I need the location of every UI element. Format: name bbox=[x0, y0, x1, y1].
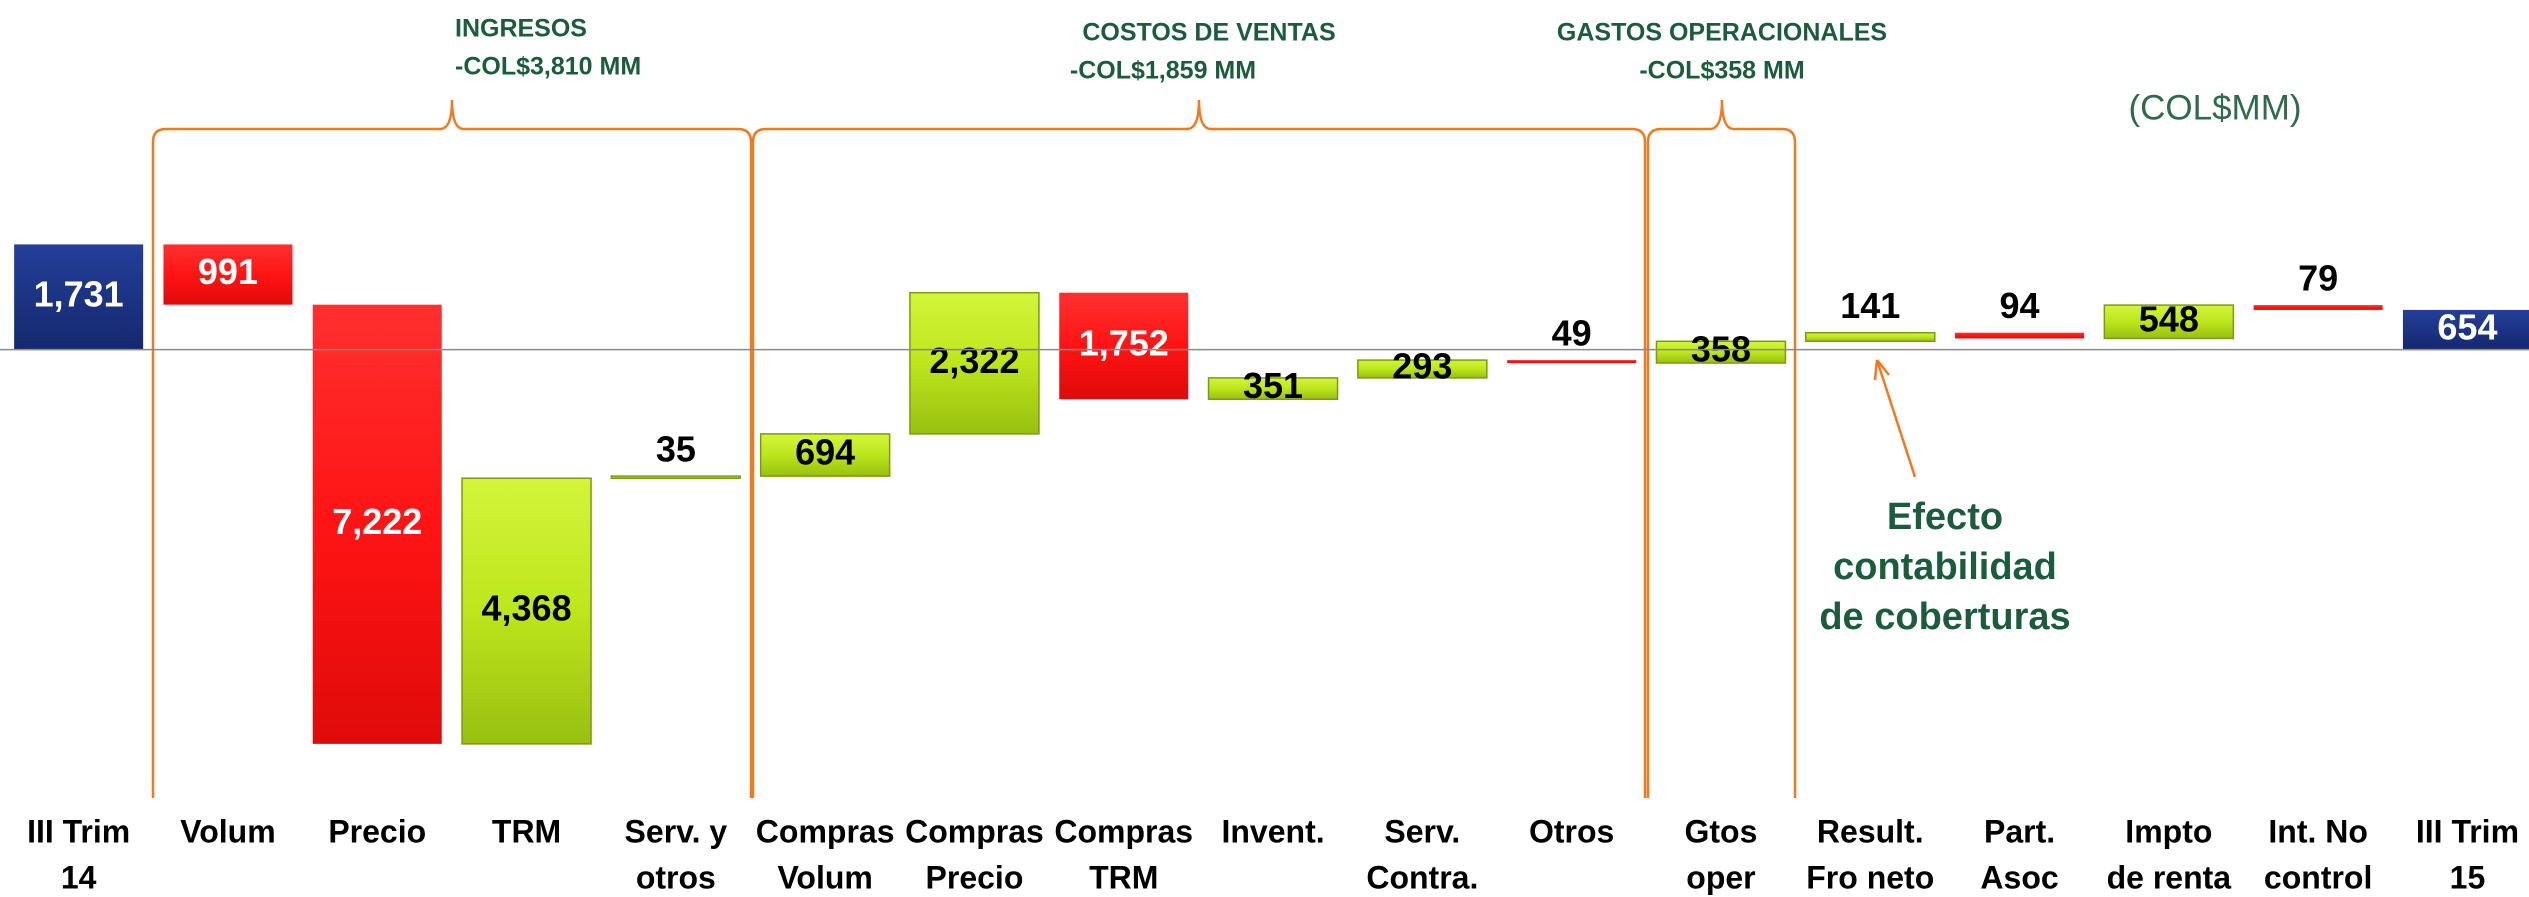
value-label: 7,222 bbox=[332, 501, 422, 542]
value-label: 2,322 bbox=[929, 340, 1019, 381]
value-label: 694 bbox=[795, 432, 855, 473]
bar bbox=[1059, 292, 1189, 400]
x-tick-label: Volum bbox=[180, 813, 275, 849]
x-tick-label: Impto bbox=[2125, 813, 2212, 849]
x-tick-label: Compras bbox=[756, 813, 895, 849]
value-label: 548 bbox=[2139, 298, 2199, 339]
x-tick-label: oper bbox=[1686, 859, 1755, 895]
x-tick-label: III Trim bbox=[27, 813, 130, 849]
x-tick-label: Part. bbox=[1984, 813, 2055, 849]
bar bbox=[461, 477, 592, 745]
bar bbox=[610, 475, 742, 479]
bar bbox=[312, 304, 442, 744]
bar bbox=[2253, 305, 2383, 310]
value-label: 1,731 bbox=[34, 274, 124, 315]
x-tick-label: Compras bbox=[1054, 813, 1193, 849]
bar bbox=[1207, 377, 1339, 400]
x-tick-label: Otros bbox=[1529, 813, 1614, 849]
group-total: -COL$358 MM bbox=[1639, 57, 1804, 85]
x-tick-label: Serv. bbox=[1384, 813, 1460, 849]
x-tick-label: III Trim bbox=[2416, 813, 2519, 849]
bar bbox=[1805, 331, 1936, 343]
x-tick-label: otros bbox=[636, 859, 716, 895]
x-tick-label: Serv. y bbox=[625, 813, 728, 849]
value-label: 141 bbox=[1840, 285, 1900, 326]
value-label: 49 bbox=[1552, 313, 1592, 354]
bar bbox=[909, 291, 1040, 435]
x-tick-label: TRM bbox=[492, 813, 561, 849]
annotation: contabilidad bbox=[1833, 546, 2057, 588]
bar bbox=[1507, 360, 1637, 364]
x-tick-label: Result. bbox=[1817, 813, 1924, 849]
bar bbox=[1357, 359, 1488, 379]
x-tick-label: Asoc bbox=[1980, 859, 2058, 895]
x-tick-label: Int. No bbox=[2268, 813, 2368, 849]
group-total: -COL$1,859 MM bbox=[1070, 57, 1256, 85]
x-tick-label: Invent. bbox=[1221, 813, 1324, 849]
value-label: 351 bbox=[1243, 365, 1303, 406]
group-title: GASTOS OPERACIONALES bbox=[1557, 19, 1887, 47]
x-tick-label: Gtos bbox=[1685, 813, 1758, 849]
group-total: -COL$3,810 MM bbox=[455, 53, 641, 81]
x-tick-label: Volum bbox=[777, 859, 872, 895]
annotation: Efecto bbox=[1887, 496, 2003, 538]
value-label: 94 bbox=[2000, 285, 2040, 326]
x-tick-label: control bbox=[2264, 859, 2372, 895]
bar bbox=[14, 244, 144, 350]
x-tick-label: 15 bbox=[2450, 859, 2486, 895]
arrow-head bbox=[1873, 359, 1890, 381]
group-title: INGRESOS bbox=[455, 15, 587, 43]
value-label: 4,368 bbox=[482, 588, 572, 629]
x-tick-label: Compras bbox=[905, 813, 1044, 849]
x-tick-label: Precio bbox=[328, 813, 426, 849]
bar bbox=[2103, 304, 2235, 340]
x-tick-label: Fro neto bbox=[1806, 859, 1934, 895]
value-label: 1,752 bbox=[1079, 322, 1169, 363]
x-tick-label: de renta bbox=[2107, 859, 2232, 895]
value-label: 991 bbox=[198, 251, 258, 292]
x-tick-label: Precio bbox=[926, 859, 1024, 895]
bar bbox=[2402, 309, 2529, 350]
x-tick-label: Contra. bbox=[1366, 859, 1478, 895]
value-label: 293 bbox=[1392, 346, 1452, 387]
bar bbox=[759, 433, 891, 477]
x-tick-label: 14 bbox=[61, 859, 97, 895]
group-brackets bbox=[151, 99, 1797, 798]
annotation: de coberturas bbox=[1819, 596, 2070, 638]
bar bbox=[1655, 340, 1787, 364]
value-label: 654 bbox=[2437, 306, 2497, 347]
x-tick-label: TRM bbox=[1089, 859, 1158, 895]
bar bbox=[163, 244, 293, 305]
bracket bbox=[751, 99, 1647, 798]
group-title: COSTOS DE VENTAS bbox=[1082, 19, 1335, 47]
bracket bbox=[1646, 99, 1797, 798]
annotation-arrow bbox=[1875, 359, 1917, 478]
unit-label: (COL$MM) bbox=[2128, 88, 2301, 127]
value-label: 79 bbox=[2298, 258, 2338, 299]
bracket bbox=[151, 99, 753, 798]
value-label: 35 bbox=[656, 429, 696, 470]
bar bbox=[1955, 332, 2085, 339]
